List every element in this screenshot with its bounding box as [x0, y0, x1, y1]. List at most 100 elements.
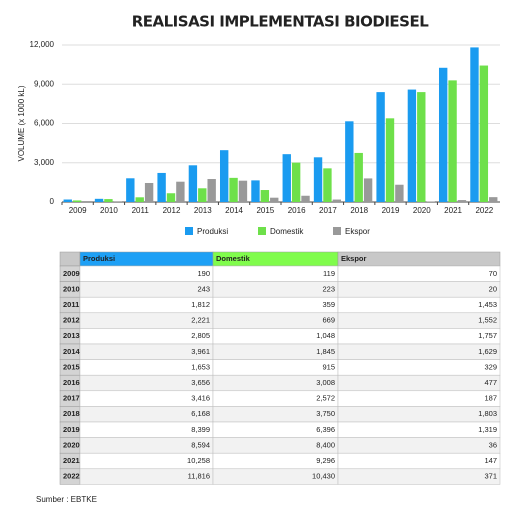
table-year: 2017 [63, 394, 80, 403]
table-value: 1,048 [316, 331, 335, 340]
table-value: 477 [484, 378, 497, 387]
x-tick-label: 2009 [69, 206, 87, 215]
table-value: 6,168 [191, 409, 210, 418]
table-year: 2009 [63, 269, 80, 278]
x-tick-label: 2019 [382, 206, 400, 215]
table-value: 187 [484, 394, 497, 403]
bar [72, 200, 82, 202]
table-cell [79, 265, 214, 282]
table-cell [337, 328, 501, 345]
table-year: 2016 [63, 378, 80, 387]
bar [470, 47, 479, 202]
table-value: 359 [322, 300, 335, 309]
bar [395, 184, 404, 202]
table-cell [337, 406, 501, 423]
bar [198, 188, 207, 202]
table-value: 10,430 [312, 472, 335, 481]
x-tick-label: 2021 [444, 206, 462, 215]
table-cell [212, 312, 339, 329]
x-tick-label: 2020 [413, 206, 431, 215]
bar [207, 179, 216, 202]
bar [354, 152, 363, 202]
table-value: 3,750 [316, 409, 335, 418]
table-cell [337, 421, 501, 438]
table-value: 8,400 [316, 440, 335, 449]
x-tick-label: 2012 [163, 206, 181, 215]
table-cell [212, 359, 339, 376]
table-cell [337, 437, 501, 454]
bar [291, 162, 301, 202]
table-year: 2010 [63, 284, 80, 293]
y-tick-label: 6,000 [34, 119, 55, 128]
table-year: 2021 [63, 456, 80, 465]
bar [157, 172, 166, 202]
bar [489, 197, 498, 202]
bar [301, 195, 310, 202]
table-cell [337, 281, 501, 298]
table-cell [337, 312, 501, 329]
bar [219, 150, 229, 202]
table-year: 2013 [63, 331, 80, 340]
table-value: 36 [489, 440, 497, 449]
x-tick-label: 2011 [132, 206, 150, 215]
table-year: 2022 [63, 472, 80, 481]
table-value: 1,319 [478, 425, 497, 434]
table-year: 2018 [63, 409, 80, 418]
table-value: 20 [489, 284, 497, 293]
bar [188, 165, 198, 202]
table-value: 1,653 [191, 362, 210, 371]
table-value: 6,396 [316, 425, 335, 434]
x-tick-label: 2017 [319, 206, 337, 215]
legend-label: Domestik [270, 227, 304, 236]
table-year: 2011 [63, 300, 79, 309]
x-tick-label: 2015 [256, 206, 274, 215]
x-tick-label: 2018 [350, 206, 368, 215]
table-header: Produksi [83, 254, 115, 263]
table-cell [212, 265, 339, 282]
table-value: 10,258 [187, 456, 210, 465]
x-tick-label: 2013 [194, 206, 212, 215]
bar [238, 180, 248, 202]
table-cell [337, 265, 501, 282]
bar [270, 197, 279, 202]
bar [385, 118, 395, 202]
bar [417, 92, 426, 202]
table-value: 1,845 [316, 347, 335, 356]
source: Sumber : EBTKE [36, 495, 97, 504]
table-value: 3,008 [316, 378, 335, 387]
bar [282, 154, 291, 202]
y-axis-label: VOLUME (x 1000 kL) [17, 85, 26, 161]
table-value: 915 [322, 362, 335, 371]
legend-swatch [185, 227, 193, 235]
x-tick-label: 2014 [225, 206, 243, 215]
legend-label: Produksi [197, 227, 228, 236]
table-value: 190 [197, 269, 210, 278]
table-year: 2019 [63, 425, 80, 434]
table-value: 147 [484, 456, 497, 465]
x-tick-label: 2022 [475, 206, 493, 215]
bar [126, 178, 135, 202]
table-value: 8,399 [191, 425, 210, 434]
table-year: 2012 [63, 316, 80, 325]
table-value: 1,757 [478, 331, 497, 340]
table-value: 119 [323, 269, 335, 278]
bar [229, 177, 238, 202]
table-header: Ekspor [341, 254, 367, 263]
table-value: 223 [322, 284, 335, 293]
bar [176, 181, 185, 202]
table-cell [337, 468, 501, 485]
bar [332, 199, 342, 202]
table-value: 1,803 [478, 409, 497, 418]
table-cell [337, 374, 501, 392]
table-value: 3,961 [191, 347, 210, 356]
table-value: 11,816 [188, 472, 210, 481]
bar [144, 182, 154, 202]
table-header-cell [59, 251, 81, 267]
table-value: 243 [197, 284, 210, 293]
table-value: 1,552 [478, 316, 497, 325]
bar [376, 92, 385, 202]
table-value: 2,572 [316, 394, 335, 403]
table-value: 2,805 [191, 331, 210, 340]
table-value: 3,656 [191, 378, 210, 387]
